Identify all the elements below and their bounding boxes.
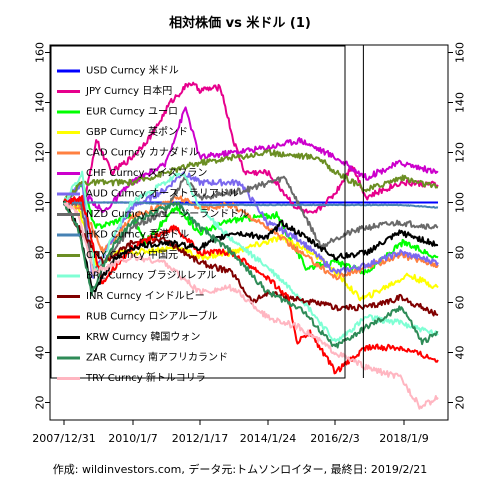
legend-label: BRL Curncy ブラジルレアル (86, 269, 216, 282)
legend-label: CHF Curncy スイスフラン (86, 167, 207, 179)
y-tick-label-left: 140 (34, 92, 47, 113)
y-tick-label-left: 60 (34, 296, 47, 310)
series-line (63, 106, 439, 214)
y-tick-label-right: 60 (454, 296, 467, 310)
legend-label: EUR Curncy ユーロ (86, 107, 178, 118)
y-tick-label-right: 20 (454, 396, 467, 410)
legend-label: CNY Curncy 中国元 (86, 248, 178, 261)
series-line (63, 201, 439, 209)
legend-label: HKD Curncy 香港ドル (86, 229, 189, 241)
x-tick-label: 2018/1/9 (379, 432, 428, 445)
y-tick-label-left: 160 (34, 42, 47, 63)
y-tick-label-right: 160 (454, 42, 467, 63)
legend-label: AUD Curncy オーストラリアドル (86, 188, 239, 200)
y-tick-label-left: 120 (34, 142, 47, 163)
chart-footer: 作成: wildinvestors.com, データ元:トムソンロイター, 最終… (52, 463, 428, 476)
axes-layer: 20 20 40 40 60 60 80 80 100 100 120 120 140 140 160 160… (32, 42, 466, 445)
legend-box (50, 45, 346, 379)
x-tick-label: 2012/1/17 (172, 432, 228, 445)
series-line (63, 200, 439, 293)
series-line (63, 201, 439, 410)
legend-label: ZAR Curncy 南アフリカランド (86, 351, 228, 364)
x-tick-label: 2014/1/24 (240, 432, 296, 445)
chart-title: 相対株価 vs 米ドル (1) (169, 16, 311, 31)
y-tick-label-right: 40 (454, 346, 467, 360)
y-tick-label-right: 120 (454, 142, 467, 163)
series-line (63, 81, 439, 214)
y-tick-label-right: 80 (454, 246, 467, 260)
series-line (63, 200, 439, 349)
legend-label: USD Curncy 米ドル (86, 64, 179, 77)
x-tick-label: 2010/1/7 (108, 432, 157, 445)
series-line (63, 170, 439, 343)
series-line (63, 171, 439, 279)
y-tick-label-right: 100 (454, 192, 467, 213)
legend-label: NZD Curncy ニュージーランドドル (86, 208, 249, 220)
series-line (63, 148, 439, 203)
legend-label: INR Curncy インドルピー (86, 290, 205, 302)
y-tick-label-left: 20 (34, 396, 47, 410)
legend: USD Curncy 米ドル JPY Curncy 日本円 EUR Curncy ユ… (50, 45, 346, 384)
series-layer (63, 81, 439, 410)
legend-label: KRW Curncy 韓国ウォン (86, 331, 200, 343)
series-line (63, 202, 439, 317)
y-tick-label-left: 80 (34, 246, 47, 260)
y-tick-label-left: 100 (34, 192, 47, 213)
legend-label: CAD Curncy カナダドル (86, 146, 199, 159)
plot-frame (49, 44, 449, 421)
y-tick-label-right: 140 (454, 92, 467, 113)
y-tick-label-left: 40 (34, 346, 47, 360)
x-tick-label: 2016/2/3 (310, 432, 359, 445)
legend-label: TRY Curncy 新トルコリラ (85, 371, 206, 384)
legend-label: JPY Curncy 日本円 (85, 84, 172, 97)
legend-label: GBP Curncy 英ポンド (86, 125, 188, 138)
legend-label: RUB Curncy ロシアルーブル (86, 310, 218, 323)
x-tick-label: 2007/12/31 (32, 432, 95, 445)
